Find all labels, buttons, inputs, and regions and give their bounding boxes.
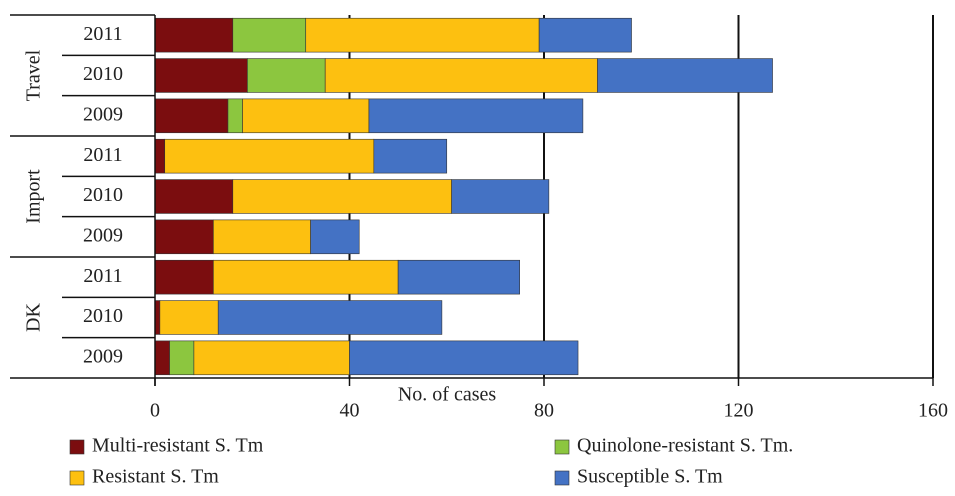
bar-segment [213,219,311,255]
bar-segment [538,17,632,53]
bar-segment [213,259,399,295]
legend-label: Susceptible S. Tm [577,466,723,488]
category-label: 2011 [83,23,122,45]
bar-segment [232,17,307,53]
bar-segment [232,179,452,214]
bar-segment [242,98,370,134]
legend-swatch [554,470,570,486]
bar-segment [227,98,243,134]
bar-segment [169,340,195,376]
bar-segment [154,340,170,376]
bar-segment [217,300,443,335]
legend-swatch [69,439,85,455]
x-tick-label: 120 [724,400,754,422]
category-label: 2009 [83,224,123,246]
bar-segment [247,58,326,93]
group-label: DK [23,303,45,332]
bar-segment [310,219,360,255]
group-label: Import [23,169,45,224]
bar-segment [154,58,248,93]
category-label: 2010 [83,63,123,85]
x-tick-label: 40 [340,400,360,422]
group-label: Travel [23,49,45,101]
legend-label: Multi-resistant S. Tm [92,435,264,457]
legend-label: Quinolone-resistant S. Tm. [577,435,793,457]
bar-segment [324,58,598,93]
bar-segment [451,179,550,214]
bar-segment [164,138,375,174]
category-label: 2009 [83,103,123,125]
category-label: 2011 [83,144,122,166]
x-axis-label: No. of cases [398,384,497,406]
x-tick-label: 0 [150,400,160,422]
bar-segment [154,138,166,174]
bar-segment [154,17,234,53]
bar-segment [154,259,214,295]
bar-segment [368,98,584,134]
bar-segment [373,138,448,174]
category-label: 2011 [83,265,122,287]
legend-label: Resistant S. Tm [92,466,219,488]
bar-segment [154,179,234,214]
bar-segment [349,340,579,376]
x-tick-label: 80 [534,400,554,422]
category-label: 2009 [83,345,123,367]
bar-segment [305,17,540,53]
bar-segment [597,58,773,93]
bar-segment [397,259,520,295]
bar-segment [193,340,350,376]
bar-segment [154,98,229,134]
category-label: 2010 [83,305,123,327]
bar-segment [159,300,219,335]
category-label: 2010 [83,184,123,206]
bar-segment [154,219,214,255]
x-tick-label: 160 [918,400,948,422]
legend-swatch [69,470,85,486]
legend-swatch [554,439,570,455]
